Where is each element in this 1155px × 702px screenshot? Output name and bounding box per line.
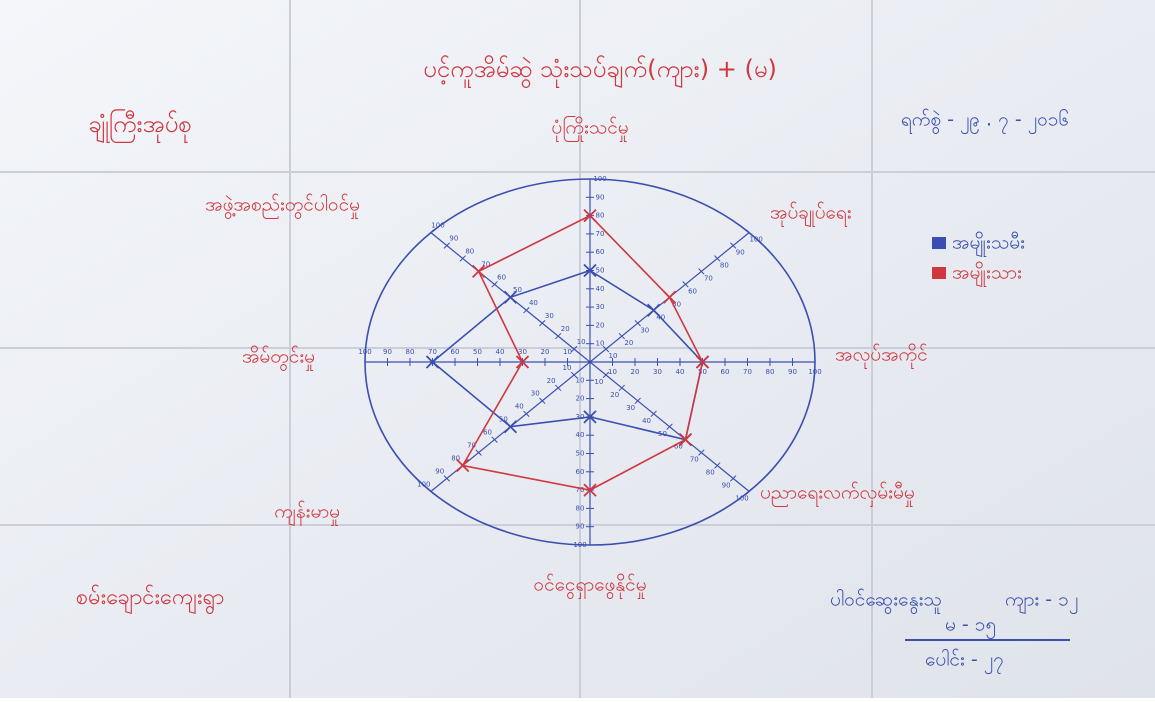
tick-label: 20 <box>624 339 633 347</box>
tick-label: 20 <box>631 368 640 376</box>
tick-label: 60 <box>688 287 697 295</box>
axis-label: ပညာရေးလက်လှမ်းမီမှု <box>760 481 915 508</box>
tick-label: 80 <box>706 469 715 477</box>
tick-label: 90 <box>788 368 797 376</box>
tick-label: 30 <box>545 312 554 320</box>
tick-label: 30 <box>596 303 605 311</box>
tick-label: 60 <box>576 468 585 476</box>
tick-label: 10 <box>594 378 603 386</box>
tick-label: 10 <box>577 338 586 346</box>
tick-label: 40 <box>596 285 605 293</box>
axis-label: ပုံကြိုးသင်မှု <box>551 115 628 143</box>
tick-label: 100 <box>417 480 430 488</box>
axis-label: ဝင်ငွေရှာဖွေနိုင်မှု <box>533 573 646 600</box>
tick-label: 60 <box>596 248 605 256</box>
tick-label: 20 <box>596 321 605 329</box>
axis-label: အုပ်ချုပ်ရေး <box>770 201 852 228</box>
tick-label: 90 <box>449 234 458 242</box>
tick-label: 90 <box>383 348 392 356</box>
tick-label: 80 <box>406 348 415 356</box>
tick-label: 50 <box>473 348 482 356</box>
tick-label: 10 <box>563 348 572 356</box>
page: ပင့်ကူအိမ်ဆွဲ သုံးသပ်ချက်(ကျား) + (မ) ချ… <box>0 0 1155 698</box>
legend-label: အမျိုးသမီး <box>952 231 1025 258</box>
tick-label: 90 <box>596 193 605 201</box>
tick-label: 40 <box>496 348 505 356</box>
tick-label: 60 <box>497 273 506 281</box>
legend-label: အမျိုးသား <box>952 261 1022 288</box>
tick-label: 60 <box>483 429 492 437</box>
tick-label: 100 <box>735 494 748 502</box>
tick-label: 40 <box>642 417 651 425</box>
tick-label: 80 <box>576 504 585 512</box>
axis-label: အိမ်တွင်းမှု <box>242 345 315 372</box>
tick-label: 30 <box>653 368 662 376</box>
tick-label: 80 <box>596 212 605 220</box>
tick-label: 40 <box>515 403 524 411</box>
tick-label: 100 <box>573 541 586 549</box>
tick-label: 90 <box>736 249 745 257</box>
tick-label: 70 <box>690 456 699 464</box>
tick-label: 70 <box>704 274 713 282</box>
tick-label: 20 <box>576 395 585 403</box>
tick-label: 30 <box>576 413 585 421</box>
tick-label: 100 <box>358 348 371 356</box>
tick-label: 70 <box>596 230 605 238</box>
axis-label: ကျန်းမာမှု <box>274 500 340 527</box>
chart: ပင့်ကူအိမ်ဆွဲ သုံးသပ်ချက်(ကျား) + (မ) ချ… <box>0 0 1155 698</box>
tick-label: 40 <box>529 299 538 307</box>
tick-label: 80 <box>465 247 474 255</box>
participants-label: ပါဝင်ဆွေးနွေးသူ <box>830 588 942 615</box>
participants-total: ပေါင်း - ၂၇ <box>925 648 1004 675</box>
tick-label: 30 <box>640 326 649 334</box>
tick-label: 70 <box>743 368 752 376</box>
tick-label: 100 <box>593 175 606 183</box>
tick-label: 20 <box>541 348 550 356</box>
axis-label: အလုပ်အကိုင် <box>835 343 928 370</box>
tick-label: 80 <box>766 368 775 376</box>
tick-label: 100 <box>808 368 821 376</box>
axis-label: အဖွဲ့အစည်းတွင်ပါဝင်မှု <box>205 193 360 220</box>
tick-label: 90 <box>576 523 585 531</box>
tick-label: 80 <box>720 262 729 270</box>
tick-label: 30 <box>626 404 635 412</box>
tick-label: 70 <box>428 348 437 356</box>
tick-label: 100 <box>431 222 444 230</box>
tick-label: 60 <box>451 348 460 356</box>
tick-label: 30 <box>531 390 540 398</box>
tick-label: 90 <box>435 467 444 475</box>
tick-label: 20 <box>561 325 570 333</box>
tick-label: 20 <box>547 377 556 385</box>
tick-label: 60 <box>721 368 730 376</box>
tick-label: 100 <box>749 236 762 244</box>
legend-swatch <box>932 237 946 249</box>
tick-label: 20 <box>610 391 619 399</box>
tick-label: 90 <box>722 482 731 490</box>
tick-label: 50 <box>576 450 585 458</box>
tick-label: 40 <box>576 431 585 439</box>
legend-swatch <box>932 267 946 279</box>
date: ရက်စွဲ - ၂၉ . ၇ - ၂၀၁၆ <box>901 108 1069 135</box>
tick-label: 40 <box>676 368 685 376</box>
tick-label: 50 <box>596 267 605 275</box>
tick-label: 10 <box>608 368 617 376</box>
